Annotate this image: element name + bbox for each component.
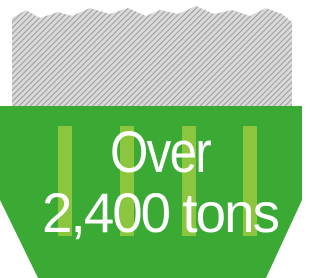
hatched-pile: [12, 6, 292, 106]
graphic: Over 2,400 tons: [0, 0, 302, 278]
page: Over 2,400 tons (() => { const data = JS…: [0, 0, 302, 278]
headline-line: Over: [110, 120, 211, 185]
headline-line: 2,400 tons: [42, 181, 278, 244]
